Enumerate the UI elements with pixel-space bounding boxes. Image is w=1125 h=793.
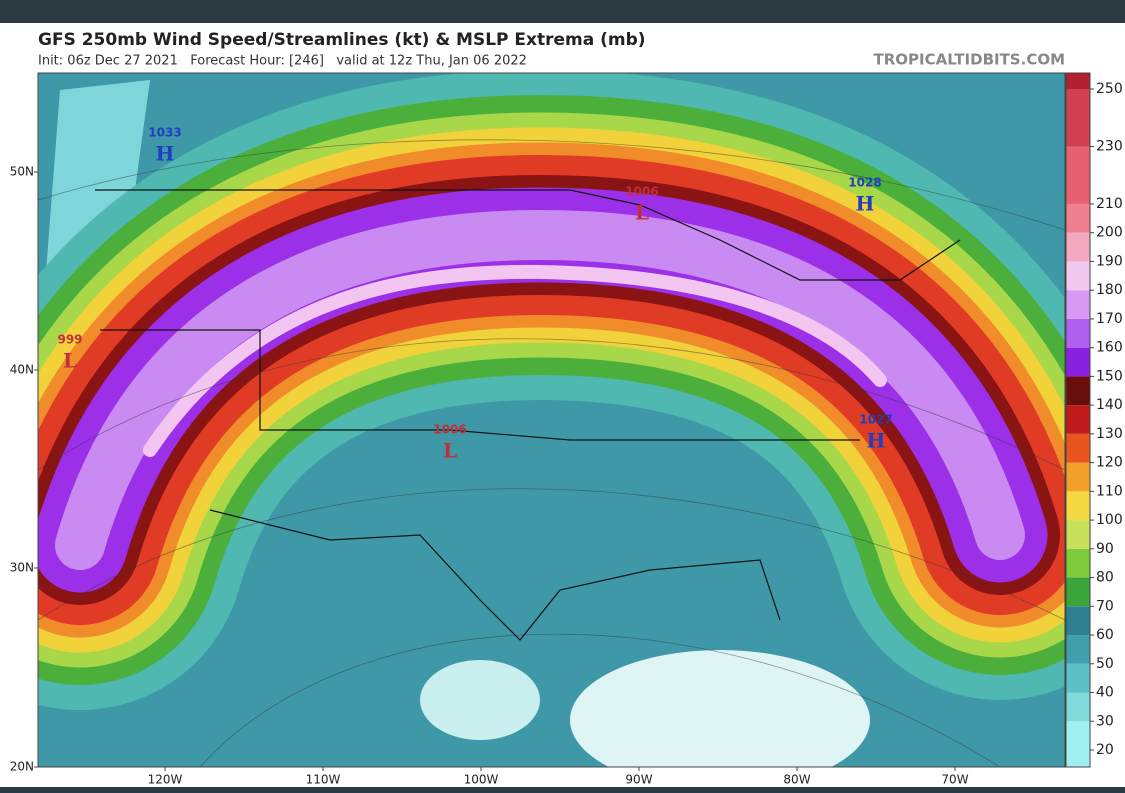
- site-credit: TROPICALTIDBITS.COM: [874, 51, 1066, 69]
- colorbar-label: 60: [1096, 627, 1114, 643]
- colorbar-label: 140: [1096, 397, 1123, 413]
- pressure-center: L: [635, 201, 649, 225]
- colorbar-segment: [1066, 347, 1090, 377]
- pressure-center: L: [63, 349, 77, 373]
- colorbar-segment: [1066, 462, 1090, 492]
- calm-area: [570, 650, 870, 767]
- colorbar-label: 90: [1096, 541, 1114, 557]
- colorbar-label: 200: [1096, 225, 1123, 241]
- lat-label: 20N: [10, 760, 34, 774]
- lat-label: 40N: [10, 363, 34, 377]
- colorbar-segment: [1066, 261, 1090, 291]
- colorbar-label: 30: [1096, 713, 1114, 729]
- pressure-value: 1028: [848, 176, 881, 190]
- lon-label: 80W: [783, 773, 810, 787]
- colorbar-label: 180: [1096, 282, 1123, 298]
- map: [38, 73, 1065, 767]
- colorbar-segment: [1066, 520, 1090, 549]
- bottom-bar: [0, 787, 1125, 793]
- colorbar-segment: [1066, 405, 1090, 434]
- colorbar-label: 130: [1096, 426, 1123, 442]
- colorbar-label: 50: [1096, 656, 1114, 672]
- subtitle: Init: 06z Dec 27 2021 Forecast Hour: [24…: [38, 54, 527, 69]
- colorbar-label: 230: [1096, 138, 1123, 154]
- pressure-center: H: [867, 429, 886, 453]
- colorbar-label: 250: [1096, 81, 1123, 97]
- colorbar-label: 40: [1096, 685, 1114, 701]
- colorbar-segment: [1066, 491, 1090, 521]
- lat-label: 50N: [10, 165, 34, 179]
- lat-label: 30N: [10, 561, 34, 575]
- colorbar-segment: [1066, 577, 1090, 607]
- title: GFS 250mb Wind Speed/Streamlines (kt) & …: [38, 30, 646, 50]
- colorbar-label: 190: [1096, 253, 1123, 269]
- colorbar-frame: [1065, 72, 1091, 768]
- pressure-value: 1027: [859, 413, 892, 427]
- pressure-value: 1006: [625, 185, 658, 199]
- pressure-value: 1033: [148, 126, 181, 140]
- calm-area: [420, 660, 540, 740]
- jet-stream: [38, 73, 1065, 710]
- map-frame: [37, 72, 1066, 768]
- lon-label: 70W: [941, 773, 968, 787]
- colorbar-segment: [1066, 232, 1090, 262]
- colorbar-segment: [1066, 376, 1090, 406]
- pressure-center: L: [443, 439, 457, 463]
- colorbar-label: 80: [1096, 570, 1114, 586]
- colorbar-segment: [1066, 663, 1090, 693]
- colorbar-segment: [1066, 73, 1090, 89]
- colorbar-segment: [1066, 606, 1090, 636]
- top-bar: [0, 0, 1125, 23]
- colorbar: 250 230 210 200 190 180 170 160 150 140 130 120 110 1…: [1065, 72, 1123, 768]
- colorbar-segment: [1066, 89, 1090, 147]
- pressure-center: H: [856, 192, 875, 216]
- colorbar-segment: [1066, 146, 1090, 204]
- colorbar-label: 100: [1096, 512, 1123, 528]
- lon-label: 90W: [625, 773, 652, 787]
- pressure-value: 999: [57, 333, 82, 347]
- colorbar-label: 150: [1096, 368, 1123, 384]
- colorbar-segment: [1066, 318, 1090, 348]
- colorbar-segment: [1066, 433, 1090, 463]
- pressure-value: 1006: [433, 423, 466, 437]
- colorbar-segment: [1066, 635, 1090, 664]
- colorbar-label: 20: [1096, 742, 1114, 758]
- colorbar-segment: [1066, 548, 1090, 578]
- streamlines: [38, 139, 1065, 767]
- lon-label: 120W: [148, 773, 183, 787]
- colorbar-label: 170: [1096, 311, 1123, 327]
- colorbar-label: 120: [1096, 455, 1123, 471]
- lon-label: 110W: [306, 773, 341, 787]
- pressure-center: H: [156, 142, 175, 166]
- colorbar-label: 110: [1096, 483, 1123, 499]
- colorbar-label: 160: [1096, 340, 1123, 356]
- colorbar-label: 70: [1096, 598, 1114, 614]
- colorbar-label: 210: [1096, 196, 1123, 212]
- borders: [95, 189, 961, 641]
- colorbar-segment: [1066, 203, 1090, 233]
- colorbar-segment: [1066, 692, 1090, 722]
- colorbar-segment: [1066, 290, 1090, 319]
- colorbar-segment: [1066, 721, 1090, 767]
- lon-label: 100W: [464, 773, 499, 787]
